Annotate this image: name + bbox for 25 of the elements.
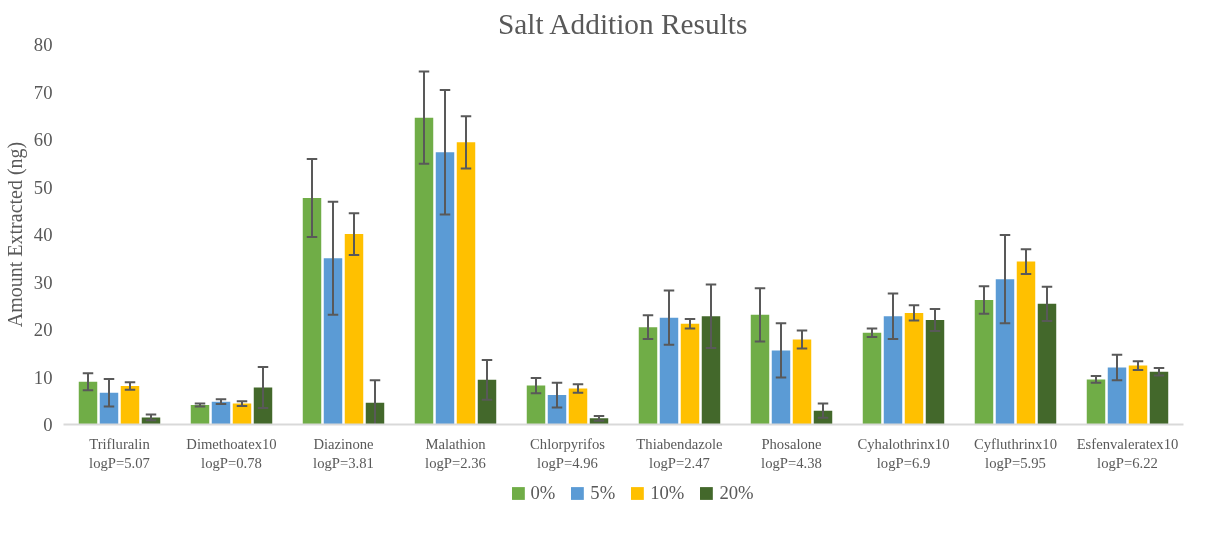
x-tick-label: Dimethoatex10 logP=0.78 <box>186 435 277 471</box>
x-tick-label: Esfenvaleratex10 logP=6.22 <box>1076 435 1179 471</box>
chart-title: Salt Addition Results <box>498 7 748 40</box>
legend-label: 10% <box>650 482 685 504</box>
y-tick-label: 40 <box>33 224 53 245</box>
y-tick-label: 50 <box>33 176 53 198</box>
legend-label: 5% <box>590 482 616 504</box>
y-tick-label: 20 <box>33 319 53 340</box>
y-tick-label: 10 <box>33 366 53 388</box>
x-tick-label: Phosalone logP=4.38 <box>761 435 822 471</box>
legend-label: 20% <box>719 482 754 504</box>
x-tick-label: Cyfluthrinx10 logP=5.95 <box>973 435 1058 471</box>
x-tick-label: Cyhalothrinx10 logP=6.9 <box>857 435 950 471</box>
x-tick-label: Diazinone logP=3.81 <box>313 435 374 471</box>
x-tick-label: Malathion logP=2.36 <box>425 435 487 471</box>
y-tick-label: 0 <box>43 414 53 435</box>
x-tick-label: Chlorpyrifos logP=4.96 <box>530 435 606 471</box>
legend-label: 0% <box>530 482 556 504</box>
y-tick-label: 60 <box>33 129 53 150</box>
y-tick-label: 80 <box>33 34 53 55</box>
x-tick-label: Trifluralin logP=5.07 <box>89 435 151 471</box>
x-tick-label: Thiabendazole logP=2.47 <box>636 435 723 471</box>
y-tick-label: 70 <box>33 81 53 103</box>
y-axis-title: Amount Extracted (ng) <box>3 141 27 328</box>
y-tick-label: 30 <box>33 271 53 293</box>
